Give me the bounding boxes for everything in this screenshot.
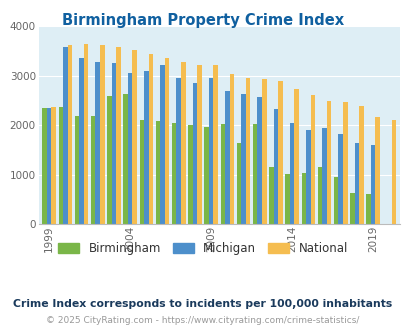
Bar <box>358 106 363 224</box>
Bar <box>91 115 95 224</box>
Bar <box>132 50 136 224</box>
Bar <box>354 143 358 224</box>
Bar <box>42 108 47 224</box>
Bar <box>365 194 370 224</box>
Bar <box>241 94 245 224</box>
Bar <box>342 102 347 224</box>
Bar <box>338 134 342 224</box>
Bar <box>229 74 234 224</box>
Bar <box>116 47 120 224</box>
Bar <box>181 61 185 224</box>
Text: Crime Index corresponds to incidents per 100,000 inhabitants: Crime Index corresponds to incidents per… <box>13 299 392 309</box>
Bar <box>107 96 111 224</box>
Text: © 2025 CityRating.com - https://www.cityrating.com/crime-statistics/: © 2025 CityRating.com - https://www.city… <box>46 316 359 325</box>
Bar <box>252 124 257 224</box>
Bar <box>208 78 213 224</box>
Legend: Birmingham, Michigan, National: Birmingham, Michigan, National <box>53 237 352 260</box>
Bar <box>317 167 322 224</box>
Bar <box>391 120 395 224</box>
Bar <box>144 71 148 224</box>
Bar <box>197 65 201 224</box>
Bar <box>164 58 169 224</box>
Bar <box>269 168 273 224</box>
Bar <box>333 177 338 224</box>
Bar <box>294 89 298 224</box>
Bar <box>148 54 153 224</box>
Text: Birmingham Property Crime Index: Birmingham Property Crime Index <box>62 13 343 28</box>
Bar <box>370 145 375 224</box>
Bar <box>47 108 51 224</box>
Bar <box>310 95 314 224</box>
Bar <box>289 123 294 224</box>
Bar <box>58 107 63 224</box>
Bar <box>245 78 250 224</box>
Bar <box>111 63 116 224</box>
Bar <box>257 97 261 224</box>
Bar <box>123 94 128 224</box>
Bar <box>188 125 192 224</box>
Bar <box>204 127 208 224</box>
Bar <box>156 121 160 224</box>
Bar <box>224 91 229 224</box>
Bar <box>160 65 164 224</box>
Bar <box>273 109 277 224</box>
Bar <box>305 130 310 224</box>
Bar <box>236 143 241 224</box>
Bar <box>51 107 56 224</box>
Bar <box>349 193 354 224</box>
Bar <box>139 120 144 224</box>
Bar <box>277 82 282 224</box>
Bar <box>220 124 224 224</box>
Bar <box>301 173 305 224</box>
Bar <box>213 65 217 224</box>
Bar <box>100 45 104 224</box>
Bar <box>95 62 100 224</box>
Bar <box>375 117 379 224</box>
Bar <box>83 44 88 224</box>
Bar <box>171 123 176 224</box>
Bar <box>63 47 67 224</box>
Bar <box>79 58 83 224</box>
Bar <box>192 83 197 224</box>
Bar <box>67 45 72 224</box>
Bar <box>128 73 132 224</box>
Bar <box>176 78 181 224</box>
Bar <box>326 101 330 224</box>
Bar <box>322 128 326 224</box>
Bar <box>75 116 79 224</box>
Bar <box>261 79 266 224</box>
Bar <box>285 174 289 224</box>
